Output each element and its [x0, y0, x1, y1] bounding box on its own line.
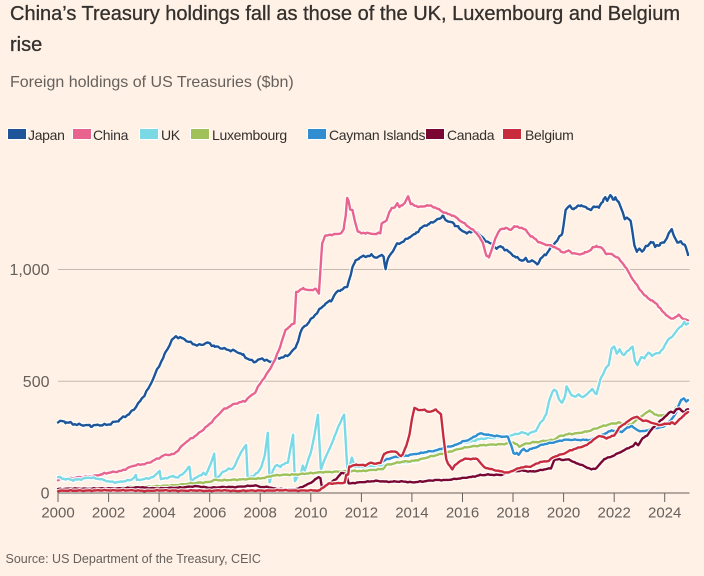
- svg-text:2008: 2008: [244, 505, 277, 522]
- svg-text:2000: 2000: [41, 505, 74, 522]
- svg-text:2002: 2002: [92, 505, 125, 522]
- svg-text:2024: 2024: [648, 505, 681, 522]
- svg-text:2010: 2010: [294, 505, 327, 522]
- svg-text:2016: 2016: [446, 505, 479, 522]
- svg-text:2022: 2022: [598, 505, 631, 522]
- svg-text:1,000: 1,000: [9, 262, 49, 279]
- svg-text:2012: 2012: [345, 505, 378, 522]
- svg-text:500: 500: [23, 374, 50, 391]
- svg-text:2018: 2018: [496, 505, 529, 522]
- svg-text:2014: 2014: [395, 505, 428, 522]
- svg-text:2020: 2020: [547, 505, 580, 522]
- svg-text:0: 0: [41, 486, 50, 503]
- svg-text:2006: 2006: [193, 505, 226, 522]
- svg-text:2004: 2004: [142, 505, 175, 522]
